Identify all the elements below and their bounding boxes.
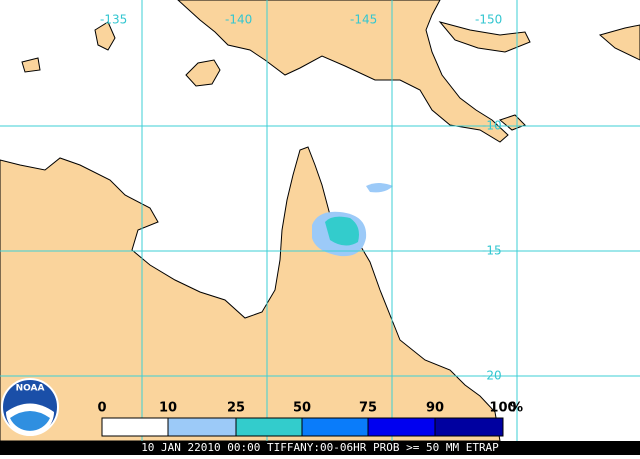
logo-text: NOAA — [16, 384, 45, 394]
legend-label: 50 — [293, 401, 311, 416]
legend-label: 0 — [97, 401, 106, 416]
land-island — [598, 24, 640, 61]
legend-unit: % — [510, 401, 523, 416]
rain-area — [325, 216, 359, 246]
lon-label: -135 — [100, 13, 127, 27]
legend-label: 25 — [227, 401, 245, 416]
land-island — [94, 21, 116, 51]
lat-label: -20 — [482, 369, 502, 383]
legend-swatch — [367, 417, 436, 437]
rain-area — [366, 183, 393, 193]
lon-label: -150 — [475, 13, 502, 27]
legend-label: 10 — [159, 401, 177, 416]
legend-label: 90 — [426, 401, 444, 416]
lat-label: -10 — [482, 119, 502, 133]
lat-label: -15 — [482, 244, 502, 258]
caption-bar — [0, 441, 640, 455]
legend-swatch — [434, 417, 504, 437]
legend: 0 10 25 50 75 90 100% — [97, 401, 523, 437]
legend-label: 100 — [489, 401, 516, 416]
lon-label: -140 — [225, 13, 252, 27]
legend-swatch — [235, 417, 303, 437]
legend-swatch — [301, 417, 369, 437]
lon-label: -145 — [350, 13, 377, 27]
land-island — [438, 21, 531, 53]
graticule — [0, 0, 640, 441]
caption: 10 JAN 22010 00:00 TIFFANY:00-06HR PROB … — [141, 441, 499, 454]
legend-swatch — [101, 417, 169, 437]
legend-label: 75 — [359, 401, 377, 416]
land-island — [21, 57, 41, 73]
land-new-guinea — [177, 0, 509, 143]
legend-swatch — [167, 417, 237, 437]
land-island — [185, 59, 221, 87]
noaa-logo: NOAA — [1, 378, 59, 436]
